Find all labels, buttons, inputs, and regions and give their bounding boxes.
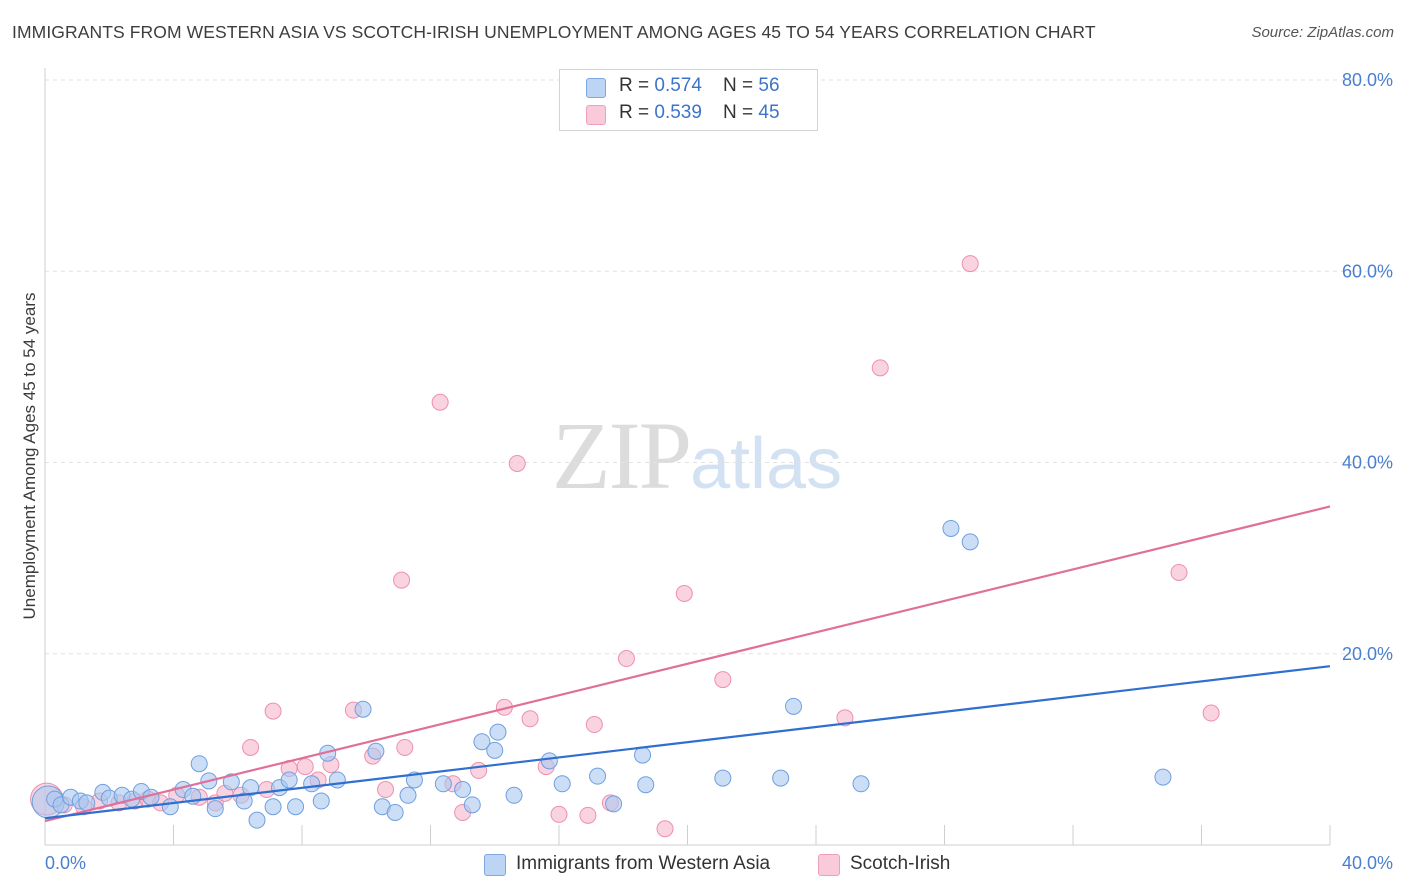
western-asia-point: [354, 700, 372, 718]
watermark-atlas: atlas: [690, 424, 843, 504]
scotch-irish-point: [656, 820, 674, 838]
western-asia-point: [287, 798, 305, 816]
chart-title: IMMIGRANTS FROM WESTERN ASIA VS SCOTCH-I…: [12, 22, 1096, 42]
western-asia-point: [280, 771, 298, 789]
western-asia-point: [312, 792, 330, 810]
western-asia-point: [772, 769, 790, 787]
scotch-irish-point: [242, 738, 260, 756]
western-asia-point: [386, 803, 404, 821]
western-asia-point: [1154, 768, 1172, 786]
scotch-irish-point: [585, 716, 603, 734]
scotch-irish-point: [1202, 704, 1220, 722]
western-asia-point: [473, 733, 491, 751]
legend-swatch-pink: [586, 105, 606, 125]
legend-n-value: 56: [758, 75, 780, 96]
legend-r-label: R =: [619, 75, 655, 96]
grid-lines: [45, 79, 1390, 655]
y-tick-label: 60.0%: [1342, 261, 1393, 281]
scotch-irish-point: [396, 738, 414, 756]
legend-r-value: 0.574: [654, 75, 702, 96]
y-tick-label: 20.0%: [1342, 644, 1393, 664]
bottom-legend-swatch-blue: [484, 854, 506, 876]
western-asia-point: [242, 779, 260, 797]
western-asia-point: [190, 755, 208, 773]
western-asia-point: [637, 776, 655, 794]
correlation-legend: R = 0.574 N = 56 R = 0.539 N = 45: [559, 69, 818, 131]
bottom-legend-swatch-pink: [818, 854, 840, 876]
scotch-irish-point: [521, 710, 539, 728]
western-asia-point: [161, 798, 179, 816]
western-asia-points: [31, 519, 1172, 829]
y-tick-label: 40.0%: [1342, 453, 1393, 473]
axes: [44, 68, 1331, 846]
scotch-irish-point: [871, 359, 889, 377]
legend-swatch-blue: [586, 78, 606, 98]
bottom-legend-label-pink: Scotch-Irish: [850, 853, 951, 874]
western-asia-point: [399, 786, 417, 804]
tick-labels: 20.0% 40.0% 60.0% 80.0% 0.0% 40.0%: [45, 70, 1393, 873]
x-tick-label: 40.0%: [1342, 853, 1393, 873]
legend-r-label: R =: [619, 102, 655, 123]
western-asia-point: [489, 723, 507, 741]
y-tick-label: 80.0%: [1342, 70, 1393, 90]
western-asia-point: [961, 533, 979, 551]
scotch-irish-point: [431, 393, 449, 411]
western-asia-point: [434, 775, 452, 793]
x-tick-label: 0.0%: [45, 853, 86, 873]
western-asia-point: [367, 742, 385, 760]
scotch-irish-point: [617, 650, 635, 668]
western-asia-point: [785, 697, 803, 715]
scotch-irish-trend-line: [44, 505, 1331, 823]
bottom-legend-label-blue: Immigrants from Western Asia: [516, 853, 771, 874]
western-asia-point: [505, 786, 523, 804]
western-asia-point: [852, 775, 870, 793]
scotch-irish-point: [508, 454, 526, 472]
legend-r-value: 0.539: [654, 102, 702, 123]
western-asia-point: [942, 519, 960, 537]
legend-n-label: N =: [723, 102, 759, 123]
western-asia-point: [634, 746, 652, 764]
western-asia-point: [589, 767, 607, 785]
scotch-irish-point: [675, 585, 693, 603]
scotch-irish-point: [550, 805, 568, 823]
source-credit: Source: ZipAtlas.com: [1251, 24, 1394, 41]
western-asia-point: [463, 796, 481, 814]
scotch-irish-point: [377, 781, 395, 799]
western-asia-trend-line: [44, 665, 1331, 820]
watermark-zip: ZIP: [552, 402, 692, 509]
western-asia-point: [486, 741, 504, 759]
western-asia-point: [605, 795, 623, 813]
legend-n-value: 45: [758, 102, 780, 123]
scotch-irish-point: [296, 758, 314, 776]
y-axis-label: Unemployment Among Ages 45 to 54 years: [20, 293, 39, 620]
scotch-irish-point: [1170, 563, 1188, 581]
western-asia-point: [714, 769, 732, 787]
scotch-irish-point: [836, 709, 854, 727]
legend-n-label: N =: [723, 75, 759, 96]
trend-lines: [44, 505, 1331, 823]
scotch-irish-point: [264, 702, 282, 720]
scotch-irish-point: [579, 806, 597, 824]
western-asia-point: [206, 800, 224, 818]
western-asia-point: [553, 775, 571, 793]
scotch-irish-point: [961, 255, 979, 273]
western-asia-point: [454, 781, 472, 799]
scotch-irish-point: [393, 571, 411, 589]
western-asia-point: [264, 798, 282, 816]
western-asia-point: [540, 752, 558, 770]
western-asia-point: [222, 773, 240, 791]
western-asia-point: [303, 775, 321, 793]
western-asia-point: [328, 771, 346, 789]
western-asia-point: [248, 811, 266, 829]
scotch-irish-point: [470, 761, 488, 779]
zipatlas-watermark: ZIPatlas: [552, 400, 842, 511]
scotch-irish-point: [714, 671, 732, 689]
